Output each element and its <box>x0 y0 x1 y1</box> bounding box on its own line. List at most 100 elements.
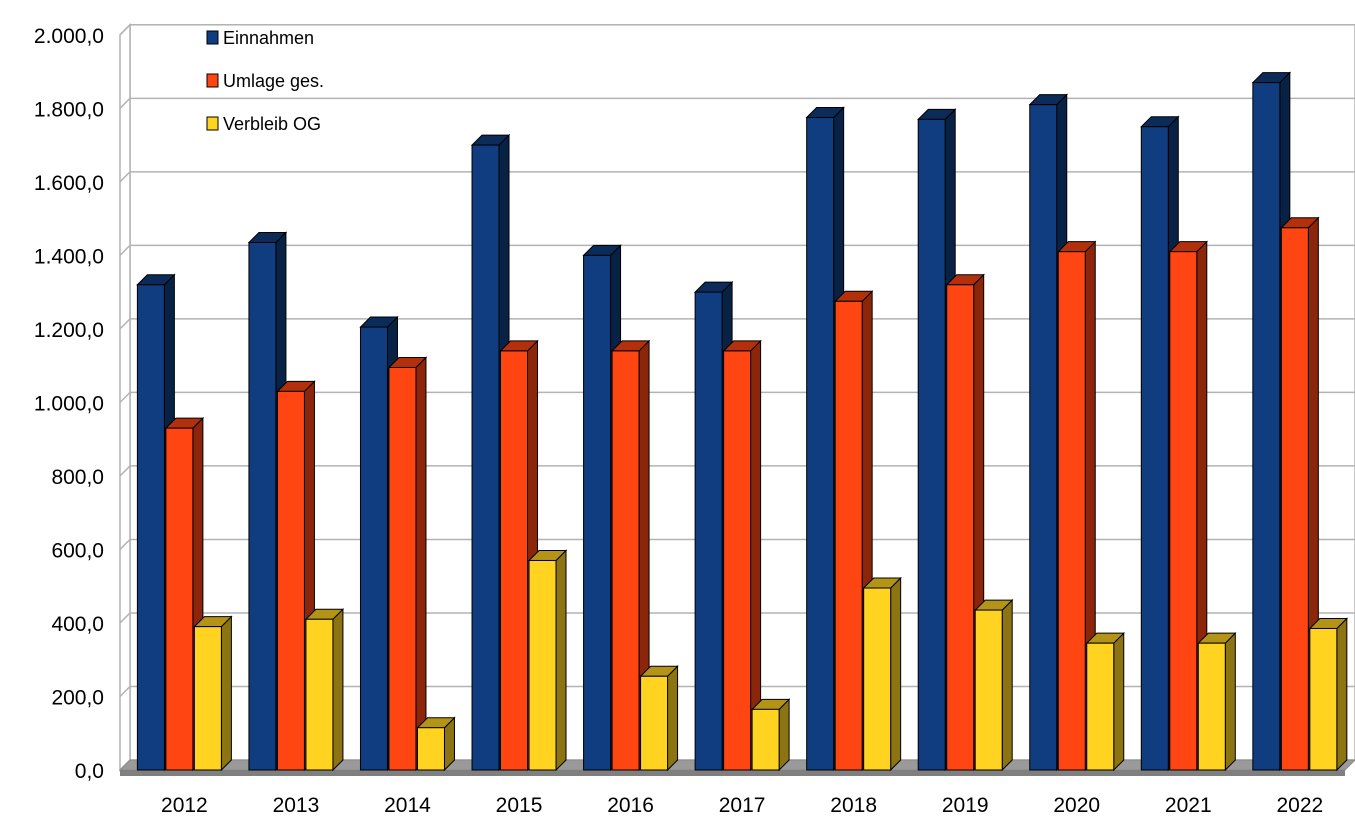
y-tick-label: 0,0 <box>75 760 104 783</box>
y-tick-label: 1.800,0 <box>34 98 104 121</box>
y-tick-label: 1.400,0 <box>34 245 104 268</box>
legend: Einnahmen Umlage ges. Verbleib OG <box>206 28 324 134</box>
gridline <box>119 97 1355 109</box>
y-tick-label: 1.200,0 <box>34 319 104 342</box>
legend-swatch <box>206 73 219 88</box>
bar <box>1308 617 1349 772</box>
bar-front <box>1197 642 1226 771</box>
bar-front <box>946 284 975 771</box>
legend-swatch <box>206 116 219 131</box>
bar <box>527 549 568 772</box>
bar <box>304 608 345 772</box>
bar-front <box>694 291 723 771</box>
bar-front <box>471 144 500 771</box>
bar <box>1168 240 1209 772</box>
x-tick-label: 2020 <box>1053 794 1100 817</box>
bar-front <box>248 241 277 771</box>
bar-front <box>1309 627 1338 771</box>
bar-front <box>1086 642 1115 771</box>
bar <box>750 698 791 772</box>
bar-front <box>917 118 946 771</box>
bar-front <box>834 300 863 771</box>
bar-front <box>528 559 557 771</box>
x-tick-label: 2019 <box>942 794 989 817</box>
bar-front <box>136 284 165 771</box>
x-tick-label: 2012 <box>161 794 208 817</box>
bar-front <box>1057 251 1086 771</box>
bar <box>722 339 762 772</box>
bar-front <box>276 390 305 771</box>
bar-front <box>974 609 1003 771</box>
y-tick-label: 2.000,0 <box>34 25 104 48</box>
legend-label: Umlage ges. <box>223 71 324 91</box>
y-tick-label: 1.000,0 <box>34 392 104 415</box>
bar-front <box>1280 227 1309 771</box>
x-tick-label: 2015 <box>496 794 543 817</box>
bar-front <box>583 254 612 771</box>
gridline <box>119 24 1355 36</box>
bar-front <box>305 618 334 771</box>
bar-front <box>1140 126 1169 771</box>
bar-front <box>500 350 529 771</box>
legend-label: Verbleib OG <box>223 114 321 134</box>
floor-edge <box>120 770 1345 776</box>
x-tick-label: 2022 <box>1276 794 1323 817</box>
bar <box>387 356 428 772</box>
bar <box>973 598 1014 772</box>
bar <box>610 339 651 772</box>
bar-front <box>806 117 835 771</box>
bar-side <box>890 576 902 772</box>
x-axis-tick-labels: 2012 2013 2014 2015 2016 2017 2018 2019 2020 2021… <box>161 794 1323 817</box>
bar <box>1280 216 1320 772</box>
bar-front <box>1029 104 1058 771</box>
bar <box>1197 631 1237 772</box>
bar <box>1057 240 1097 772</box>
bars <box>136 71 1349 772</box>
legend-swatch <box>206 30 219 45</box>
y-tick-label: 600,0 <box>51 539 104 562</box>
bar-side <box>1113 631 1125 772</box>
y-tick-label: 400,0 <box>51 613 104 636</box>
bar-front <box>863 587 892 771</box>
y-axis-tick-labels: 0,0 200,0 400,0 600,0 800,0 1.000,0 1.200,0 1.4… <box>34 25 104 783</box>
bar-side <box>555 549 567 772</box>
bar-front <box>611 350 640 771</box>
bar-front <box>165 427 194 771</box>
x-tick-label: 2014 <box>384 794 431 817</box>
bar-front <box>723 350 752 771</box>
y-tick-label: 1.600,0 <box>34 172 104 195</box>
bar <box>1085 631 1125 772</box>
legend-label: Einnahmen <box>223 28 314 48</box>
bar-side <box>778 698 790 772</box>
x-tick-label: 2018 <box>830 794 877 817</box>
x-tick-label: 2017 <box>719 794 766 817</box>
bar-front <box>416 727 445 771</box>
bar <box>193 615 233 772</box>
bar-side <box>1336 617 1348 772</box>
bar-front <box>388 366 417 771</box>
bar-front <box>640 675 669 771</box>
x-tick-label: 2021 <box>1165 794 1212 817</box>
bar <box>416 716 456 772</box>
bar-front <box>359 326 388 771</box>
bar-side <box>415 356 427 772</box>
y-tick-label: 200,0 <box>51 686 104 709</box>
bar-side <box>1001 598 1013 772</box>
bar-side <box>332 608 344 772</box>
bar <box>582 244 622 772</box>
bar-front <box>1169 251 1198 771</box>
bar-front <box>1252 82 1281 771</box>
bar-side <box>667 665 679 772</box>
x-tick-label: 2016 <box>607 794 654 817</box>
legend-item: Verbleib OG <box>206 114 321 134</box>
bar-front <box>193 626 222 771</box>
bar-side <box>1224 631 1236 772</box>
x-tick-label: 2013 <box>273 794 320 817</box>
bar <box>136 273 176 772</box>
legend-item: Umlage ges. <box>206 71 324 91</box>
bar-front <box>751 708 780 771</box>
y-tick-label: 800,0 <box>51 466 104 489</box>
bar <box>639 665 679 772</box>
bar-side <box>220 615 232 772</box>
